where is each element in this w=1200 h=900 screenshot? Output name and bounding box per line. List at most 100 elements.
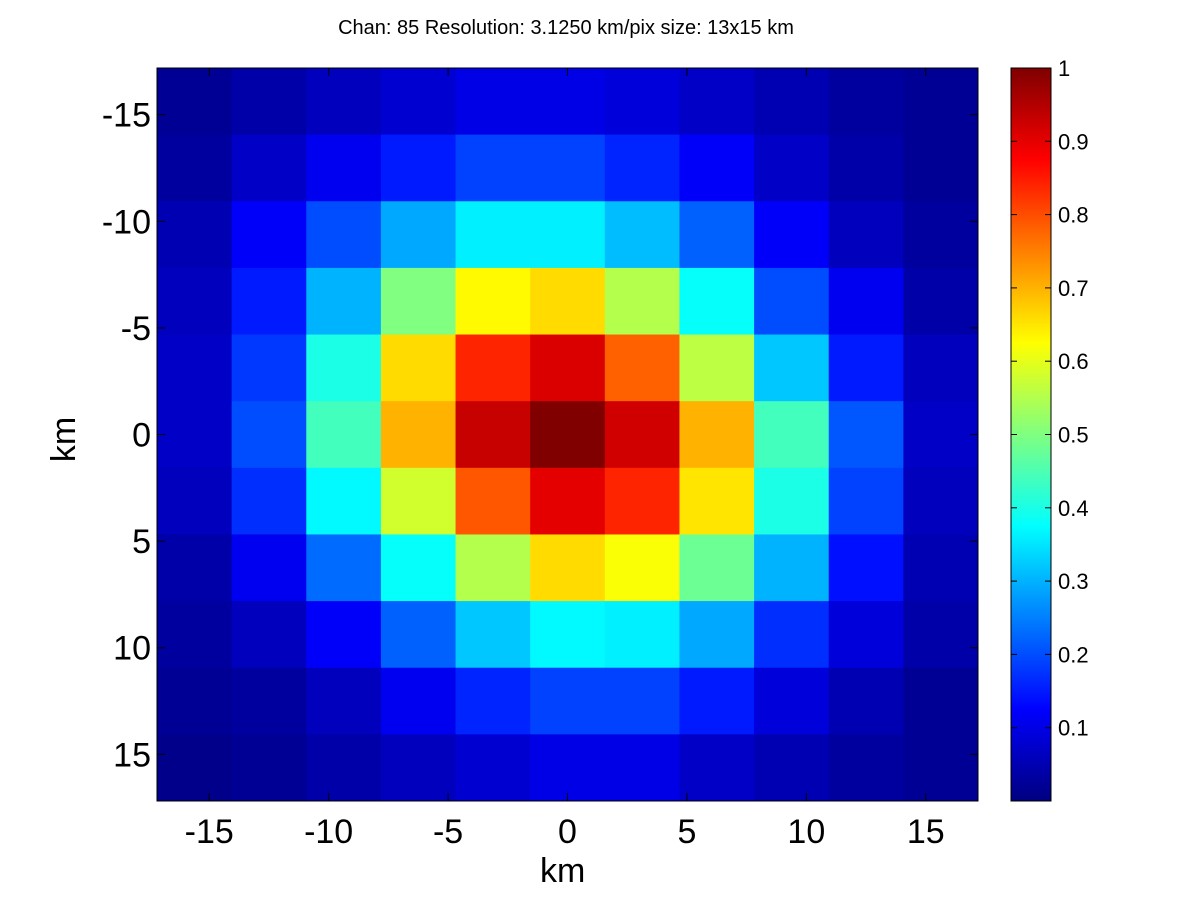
colorbar-tick-label: 0.7: [1058, 276, 1089, 301]
heatmap-cell: [530, 734, 606, 802]
heatmap-cell: [157, 68, 233, 136]
heatmap-cell: [903, 734, 979, 802]
colorbar-tick-label: 0.8: [1058, 203, 1089, 228]
y-tick-label: 10: [113, 630, 151, 668]
heatmap-cell: [754, 201, 830, 269]
heatmap-cells: [157, 68, 979, 802]
x-tick-label: -5: [433, 813, 463, 851]
heatmap-cell: [604, 201, 680, 269]
heatmap-cell: [306, 334, 382, 402]
heatmap-cell: [903, 534, 979, 602]
heatmap-cell: [380, 68, 457, 136]
heatmap-cell: [306, 401, 382, 469]
heatmap-cell: [754, 68, 830, 136]
heatmap-cell: [903, 467, 979, 535]
heatmap-cell: [530, 467, 606, 535]
heatmap-cell: [455, 667, 531, 735]
heatmap-cell: [157, 334, 233, 402]
heatmap-cell: [231, 201, 307, 269]
heatmap-cell: [380, 401, 457, 469]
heatmap-cell: [754, 401, 830, 469]
y-tick-label: -15: [102, 97, 151, 135]
heatmap-cell: [903, 667, 979, 735]
heatmap-cell: [903, 401, 979, 469]
heatmap-cell: [306, 601, 382, 669]
heatmap-cell: [754, 334, 830, 402]
heatmap-cell: [231, 601, 307, 669]
heatmap-cell: [530, 401, 606, 469]
heatmap-cell: [754, 667, 830, 735]
heatmap-cell: [530, 667, 606, 735]
heatmap-cell: [157, 534, 233, 602]
heatmap-cell: [679, 401, 755, 469]
heatmap-cell: [231, 401, 307, 469]
heatmap-cell: [903, 601, 979, 669]
heatmap-cell: [157, 134, 233, 202]
heatmap-cell: [604, 601, 680, 669]
heatmap-cell: [828, 467, 904, 535]
x-tick-label: -15: [185, 813, 234, 851]
heatmap-cell: [828, 534, 904, 602]
heatmap-cell: [380, 267, 457, 336]
x-axis-ticks: -15 -10 -5 0 5 10 15: [185, 68, 945, 851]
heatmap-cell: [455, 601, 531, 669]
heatmap-cell: [306, 667, 382, 735]
heatmap-cell: [604, 68, 680, 136]
heatmap-cell: [754, 734, 830, 802]
colorbar-tick-label: 0.5: [1058, 423, 1089, 448]
heatmap-cell: [754, 134, 830, 202]
heatmap-cell: [306, 68, 382, 136]
heatmap-cell: [306, 134, 382, 202]
heatmap-cell: [679, 534, 755, 602]
heatmap-cell: [157, 667, 233, 735]
heatmap-cell: [530, 134, 606, 202]
y-tick-label: -10: [102, 203, 151, 241]
heatmap-cell: [604, 534, 680, 602]
heatmap-cell: [380, 667, 457, 735]
heatmap-cell: [679, 667, 755, 735]
heatmap-cell: [754, 534, 830, 602]
heatmap-cell: [828, 734, 904, 802]
heatmap-cell: [157, 401, 233, 469]
heatmap-cell: [828, 201, 904, 269]
heatmap-cell: [157, 201, 233, 269]
heatmap-cell: [903, 334, 979, 402]
heatmap-cell: [903, 267, 979, 336]
heatmap-cell: [306, 201, 382, 269]
heatmap-cell: [604, 334, 680, 402]
heatmap-cell: [231, 734, 307, 802]
colorbar-tick-label: 0.1: [1058, 716, 1089, 741]
heatmap-cell: [231, 134, 307, 202]
heatmap-cell: [380, 134, 457, 202]
x-tick-label: 15: [907, 813, 945, 851]
heatmap-cell: [754, 467, 830, 535]
heatmap-cell: [380, 201, 457, 269]
heatmap-cell: [530, 534, 606, 602]
colorbar-tick-label: 0.4: [1058, 496, 1089, 521]
heatmap-cell: [157, 467, 233, 535]
x-tick-label: 0: [558, 813, 577, 851]
heatmap-cell: [455, 201, 531, 269]
heatmap-cell: [455, 467, 531, 535]
y-tick-label: 15: [113, 736, 151, 774]
heatmap-cell: [380, 534, 457, 602]
heatmap-cell: [679, 68, 755, 136]
heatmap-cell: [455, 334, 531, 402]
heatmap-cell: [679, 201, 755, 269]
heatmap-cell: [828, 267, 904, 336]
heatmap-cell: [380, 467, 457, 535]
heatmap-cell: [604, 401, 680, 469]
heatmap-cell: [530, 334, 606, 402]
heatmap-cell: [231, 534, 307, 602]
heatmap-cell: [828, 401, 904, 469]
heatmap-cell: [604, 667, 680, 735]
heatmap-cell: [604, 267, 680, 336]
colorbar: [1010, 67, 1052, 802]
colorbar-tick-label: 0.2: [1058, 642, 1089, 667]
heatmap-cell: [157, 734, 233, 802]
heatmap-cell: [231, 667, 307, 735]
heatmap-cell: [754, 267, 830, 336]
heatmap-cell: [604, 734, 680, 802]
heatmap-cell: [455, 734, 531, 802]
x-tick-label: 10: [787, 813, 825, 851]
